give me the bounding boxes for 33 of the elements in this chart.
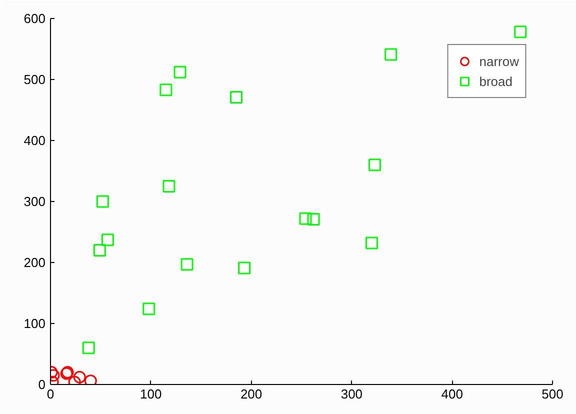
point [514, 26, 527, 38]
point [174, 66, 186, 78]
point [299, 212, 312, 225]
y-tick-label: 500 [24, 72, 46, 87]
x-tick-label: 400 [441, 386, 463, 402]
point [180, 258, 194, 271]
point [368, 158, 382, 172]
point [142, 302, 156, 316]
point [84, 374, 97, 384]
point [162, 180, 176, 192]
y-tick-label: 600 [24, 11, 46, 26]
y-tick-label: 0 [38, 377, 46, 392]
point [230, 90, 242, 104]
x-tick-label: 200 [240, 386, 262, 402]
legend-label: narrow [479, 54, 519, 68]
point [73, 370, 86, 384]
x-tick-label: 500 [542, 386, 564, 402]
point [101, 234, 114, 246]
legend-label: broad [479, 74, 512, 88]
y-tick-label: 200 [24, 255, 46, 270]
x-tick-label: 100 [140, 386, 162, 402]
y-tick-label: 400 [24, 133, 46, 148]
point [307, 212, 320, 226]
y-tick-label: 300 [24, 194, 46, 209]
x-tick-label: 300 [340, 386, 363, 402]
point [160, 84, 172, 96]
point [238, 262, 251, 274]
point [366, 236, 378, 250]
point [384, 48, 398, 61]
y-tick-label: 100 [24, 316, 46, 331]
point [82, 342, 95, 354]
point [96, 195, 109, 208]
point [93, 244, 106, 257]
